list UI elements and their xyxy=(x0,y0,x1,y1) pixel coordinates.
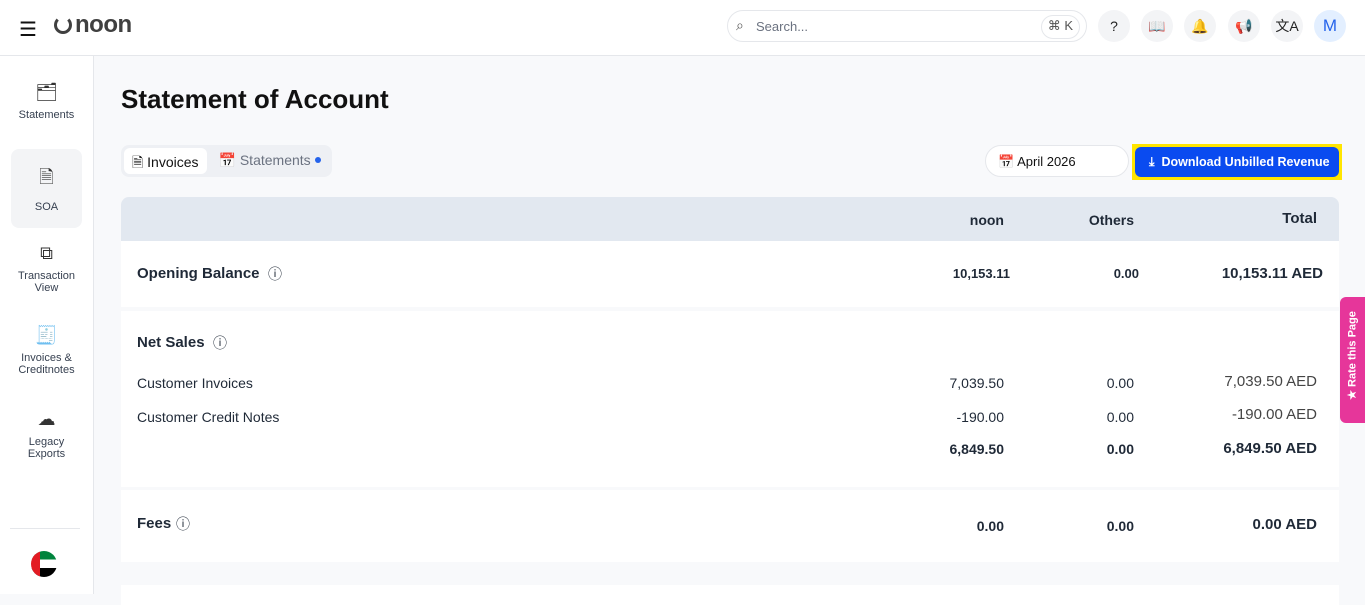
sidebar-item-transaction-view[interactable]: ⧉ Transaction View xyxy=(11,243,82,294)
megaphone-icon[interactable]: 📢 xyxy=(1228,10,1260,42)
calendar-icon: 📅 xyxy=(998,154,1015,169)
col-noon: noon xyxy=(969,212,1004,228)
page-title: Statement of Account xyxy=(121,84,389,114)
uae-flag-icon[interactable] xyxy=(31,551,57,577)
search-input[interactable]: ⌕ Search... ⌘ K xyxy=(727,10,1087,42)
rate-this-page-button[interactable]: ★ Rate this Page xyxy=(1340,297,1365,423)
notification-dot xyxy=(314,157,321,163)
sidebar-item-soa[interactable]: 🗎 SOA xyxy=(11,149,82,228)
fees-section: Fees ⓘ 0.00 0.00 0.00 AED xyxy=(121,490,1339,562)
star-icon: ★ xyxy=(1346,390,1359,400)
info-icon[interactable]: ⓘ xyxy=(268,266,282,282)
bell-icon[interactable]: 🔔 xyxy=(1184,10,1216,42)
download-button-highlight: ⤓ Download Unbilled Revenue xyxy=(1132,144,1342,180)
tab-statements[interactable]: 📅 Statements xyxy=(211,148,329,174)
next-section xyxy=(121,585,1339,605)
search-icon: ⌕ xyxy=(736,17,744,33)
shortcut-badge: ⌘ K xyxy=(1040,15,1080,39)
menu-icon[interactable]: ☰ xyxy=(19,19,37,41)
info-icon[interactable]: ⓘ xyxy=(176,516,190,532)
download-icon: ⤓ xyxy=(1149,155,1155,169)
download-unbilled-revenue-button[interactable]: ⤓ Download Unbilled Revenue xyxy=(1135,147,1339,177)
transaction-icon: ⧉ xyxy=(40,243,53,263)
book-icon[interactable]: 📖 xyxy=(1141,10,1173,42)
opening-balance-section: Opening Balance ⓘ 10,153.11 0.00 10,153.… xyxy=(121,241,1339,307)
folder-dollar-icon: 🗂 xyxy=(35,82,58,102)
cloud-download-icon: ☁ xyxy=(37,409,56,429)
top-bar: ☰ noon ⌕ Search... ⌘ K ? 📖 🔔 📢 文A M xyxy=(0,0,1365,56)
divider xyxy=(10,528,80,529)
logo[interactable]: noon xyxy=(54,11,132,39)
col-others: Others xyxy=(1088,212,1134,228)
translate-icon[interactable]: 文A xyxy=(1271,10,1303,42)
info-icon[interactable]: ⓘ xyxy=(213,335,227,351)
sidebar-item-legacy-exports[interactable]: ☁ Legacy Exports xyxy=(11,409,82,460)
tab-invoices[interactable]: 🗎 Invoices xyxy=(124,148,207,174)
sidebar-item-statements[interactable]: 🗂 Statements xyxy=(11,82,82,121)
document-icon: 🗎 xyxy=(39,167,54,187)
table-header: noon Others Total xyxy=(121,197,1339,241)
net-sales-section: Net Sales ⓘ Customer Invoices 7,039.50 0… xyxy=(121,311,1339,487)
sidebar-item-invoices[interactable]: 🧾 Invoices & Creditnotes xyxy=(11,325,82,376)
avatar[interactable]: M xyxy=(1314,10,1346,42)
date-picker[interactable]: 📅 April 2026 xyxy=(985,145,1129,177)
col-total: Total xyxy=(1282,210,1317,227)
receipt-icon: 🧾 xyxy=(35,325,58,345)
sidebar: 🗂 Statements 🗎 SOA ⧉ Transaction View 🧾 Invo… xyxy=(0,56,94,594)
help-icon[interactable]: ? xyxy=(1098,10,1130,42)
tab-group: 🗎 Invoices 📅 Statements xyxy=(121,145,332,177)
